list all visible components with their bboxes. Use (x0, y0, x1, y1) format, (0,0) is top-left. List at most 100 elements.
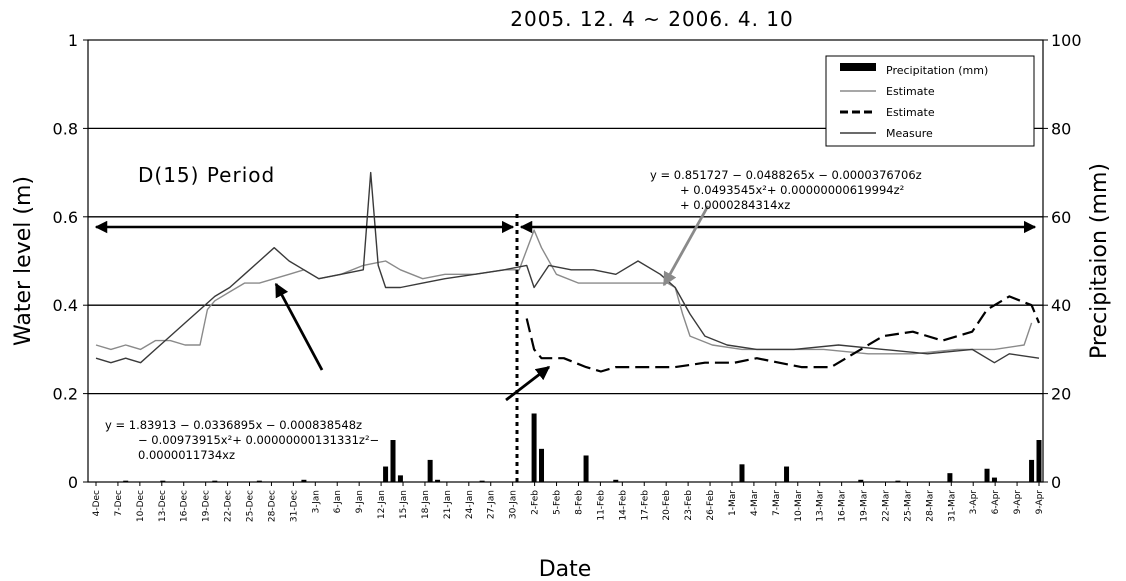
x-tick-label-1: 7-Dec (114, 490, 124, 516)
annotations: D(15) Period y = 0.851727 − 0.0488265x −… (94, 163, 1037, 482)
precip-bar-7 (397, 475, 403, 482)
x-tick-label-37: 25-Mar (903, 490, 913, 522)
precip-bar-14 (613, 479, 619, 482)
precip-bar-19 (947, 473, 953, 482)
x-tick-label-29: 1-Mar (728, 490, 738, 516)
x-tick-label-4: 16-Dec (180, 490, 190, 522)
x-tick-label-34: 16-Mar (838, 490, 848, 522)
x-tick-label-10: 3-Jan (311, 490, 321, 513)
x-tick-label-30: 4-Mar (750, 490, 760, 516)
x-tick-label-42: 9-Apr (1013, 490, 1023, 515)
equation-left-line-3: 0.0000011734xz (138, 448, 235, 462)
precip-bar-10 (479, 480, 485, 482)
precip-bar-22 (1029, 459, 1035, 482)
precip-bar-16 (784, 466, 790, 482)
x-tick-label-20: 2-Feb (531, 490, 541, 515)
x-tick-label-13: 12-Jan (377, 490, 387, 519)
x-tick-label-31: 7-Mar (772, 490, 782, 516)
series-lines (95, 171, 1041, 373)
y-tick-label-5: 1 (68, 31, 78, 50)
x-tick-label-7: 25-Dec (246, 490, 256, 522)
x-axis-ticks: 4-Dec 7-Dec 10-Dec 13-Dec 16-Dec 19-Dec 22-Dec… (92, 482, 1045, 522)
precip-bar-1 (160, 480, 166, 482)
x-tick-label-3: 13-Dec (158, 490, 168, 522)
x-tick-label-2: 10-Dec (136, 490, 146, 522)
precip-bar-12 (539, 448, 545, 482)
x-tick-label-6: 22-Dec (224, 490, 234, 522)
series-line-2 (525, 295, 1041, 373)
precip-bar-9 (435, 479, 441, 482)
x-tick-label-33: 13-Mar (816, 490, 826, 522)
precip-bar-20 (984, 468, 990, 482)
x-tick-label-32: 10-Mar (794, 490, 804, 522)
precip-bar-2 (212, 480, 218, 482)
period-label: D(15) Period (138, 163, 275, 187)
precip-bar-0 (123, 480, 129, 482)
y-axis-title: Water level (m) (11, 176, 36, 346)
precip-bar-6 (390, 440, 396, 482)
legend-label-precip: Precipitation (mm) (886, 64, 988, 77)
pointer-arrow-2 (505, 365, 551, 402)
plot-frame (87, 39, 1044, 483)
legend-label-measure: Measure (886, 127, 933, 140)
equation-left-line-1: y = 1.83913 − 0.0336895x − 0.000838548z (105, 418, 362, 432)
x-tick-label-24: 14-Feb (618, 490, 628, 521)
y2-tick-label-4: 80 (1051, 119, 1071, 138)
x-tick-label-41: 6-Apr (991, 490, 1001, 515)
x-tick-label-27: 23-Feb (684, 490, 694, 521)
legend-label-estimate-dashed: Estimate (886, 106, 935, 119)
legend-label-estimate-solid: Estimate (886, 85, 935, 98)
y2-tick-label-3: 60 (1051, 208, 1071, 227)
x-tick-label-11: 6-Jan (333, 490, 343, 513)
precip-bar-15 (739, 464, 745, 482)
y-tick-label-3: 0.6 (53, 208, 78, 227)
legend-swatch-precip (840, 63, 876, 71)
x-tick-label-35: 19-Mar (860, 490, 870, 522)
chart-title: 2005. 12. 4 ~ 2006. 4. 10 (510, 7, 793, 31)
y-tick-label-4: 0.8 (53, 119, 78, 138)
x-tick-label-19: 30-Jan (509, 490, 519, 519)
precip-bar-11 (531, 413, 537, 482)
x-tick-label-25: 17-Feb (640, 490, 650, 521)
x-axis-title: Date (539, 557, 592, 581)
equation-right-line-2: + 0.0493545x²+ 0.00000000619994z² (680, 183, 904, 197)
precip-bar-5 (383, 466, 389, 482)
precip-bar-23 (1036, 440, 1042, 482)
x-tick-label-28: 26-Feb (706, 490, 716, 521)
precip-bar-18 (895, 480, 901, 482)
x-tick-label-21: 5-Feb (553, 490, 563, 515)
y2-tick-label-0: 0 (1051, 473, 1061, 492)
y2-axis-title: Precipitaion (mm) (1087, 163, 1112, 359)
y-tick-label-1: 0.2 (53, 385, 78, 404)
precip-bar-8 (427, 459, 433, 482)
x-tick-label-36: 22-Mar (881, 490, 891, 522)
x-tick-label-22: 8-Feb (574, 490, 584, 515)
x-tick-label-39: 31-Mar (947, 490, 957, 522)
legend: Precipitation (mm) Estimate Estimate Mea… (825, 55, 1035, 147)
x-tick-label-12: 9-Jan (355, 490, 365, 513)
x-tick-label-16: 21-Jan (443, 490, 453, 519)
x-tick-label-26: 20-Feb (662, 490, 672, 521)
x-tick-label-40: 3-Apr (969, 490, 979, 515)
y2-tick-label-5: 100 (1051, 31, 1082, 50)
y2-tick-label-1: 20 (1051, 385, 1071, 404)
left-axis-ticks: 0 0.2 0.4 0.6 0.8 1 (53, 31, 88, 492)
x-tick-label-15: 18-Jan (421, 490, 431, 519)
precip-bar-21 (991, 477, 997, 482)
x-tick-label-9: 31-Dec (289, 490, 299, 522)
series-line-3 (95, 171, 1040, 364)
precipitation-bars (123, 413, 1042, 482)
equation-right-line-1: y = 0.851727 − 0.0488265x − 0.0000376706… (650, 168, 922, 182)
y-tick-label-2: 0.4 (53, 296, 78, 315)
x-tick-label-8: 28-Dec (267, 490, 277, 522)
pointer-arrow-1 (274, 282, 324, 371)
y2-tick-label-2: 40 (1051, 296, 1071, 315)
precip-bar-3 (256, 480, 262, 482)
y-tick-label-0: 0 (68, 473, 78, 492)
x-tick-label-18: 27-Jan (487, 490, 497, 519)
x-tick-label-38: 28-Mar (925, 490, 935, 522)
precip-bar-13 (583, 455, 589, 482)
x-tick-label-43: 9-Apr (1035, 490, 1045, 515)
right-axis-ticks: 0 20 40 60 80 100 (1043, 31, 1082, 492)
